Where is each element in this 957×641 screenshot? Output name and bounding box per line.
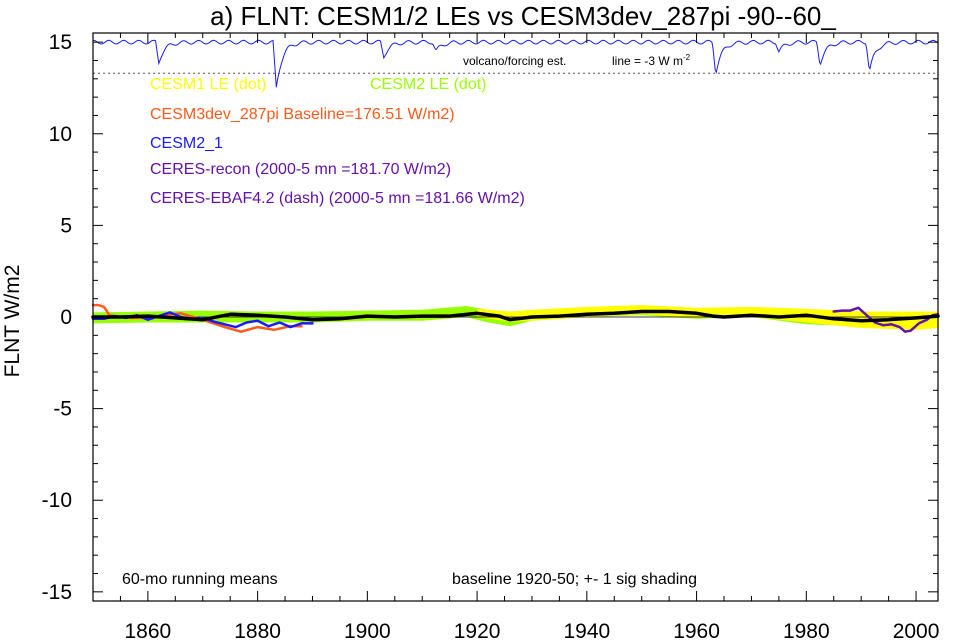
legend-cesm2-le: CESM2 LE (dot) <box>370 76 486 93</box>
x-tick-label: 2000 <box>893 620 940 641</box>
x-tick-label: 1900 <box>344 620 391 641</box>
annotation-baseline: baseline 1920-50; +- 1 sig shading <box>452 571 697 588</box>
y-tick-label: -5 <box>53 398 72 421</box>
y-tick-label: 15 <box>49 31 72 54</box>
x-tick-label: 1880 <box>234 620 281 641</box>
series-line-3 <box>91 309 940 323</box>
series-band-1 <box>477 305 938 330</box>
y-axis-label: FLNT W/m2 <box>1 265 24 378</box>
volcano-forcing-line <box>93 39 939 88</box>
annotation-line-superscript: -2 <box>683 53 691 62</box>
annotation-volcano: volcano/forcing est. <box>463 54 566 68</box>
y-tick-label: 0 <box>60 306 72 329</box>
plot-frame <box>92 32 939 602</box>
x-tick-label: 1980 <box>783 620 830 641</box>
legend-ceres-ebaf: CERES-EBAF4.2 (dash) (2000-5 mn =181.66 … <box>150 190 525 207</box>
x-tick-label: 1940 <box>563 620 610 641</box>
x-tick-label: 1920 <box>454 620 501 641</box>
annotation-line-value: line = -3 W m-2 <box>612 53 691 68</box>
x-tick-label: 1860 <box>125 620 172 641</box>
x-tick-label: 1960 <box>673 620 720 641</box>
y-tick-label: 10 <box>49 123 72 146</box>
legend-ceres-recon: CERES-recon (2000-5 mn =181.70 W/m2) <box>150 161 451 178</box>
series-line-2 <box>832 306 940 333</box>
legend-cesm2-1: CESM2_1 <box>150 135 223 152</box>
chart-title: a) FLNT: CESM1/2 LEs vs CESM3dev_287pi -… <box>210 1 836 31</box>
annotation-line-text: line = -3 W m <box>612 54 683 68</box>
annotation-running-mean: 60-mo running means <box>122 571 278 588</box>
legend-cesm3dev: CESM3dev_287pi Baseline=176.51 W/m2) <box>150 106 455 123</box>
y-tick-label: -10 <box>42 489 72 512</box>
legend-cesm1-le: CESM1 LE (dot) <box>150 76 266 93</box>
y-tick-label: -15 <box>42 581 72 604</box>
axes: 1860 1880 1900 1920 1940 1960 1980 2000 15 10 5 0 -5… <box>42 31 940 641</box>
y-tick-label: 5 <box>60 214 72 237</box>
plot-area <box>91 39 940 333</box>
